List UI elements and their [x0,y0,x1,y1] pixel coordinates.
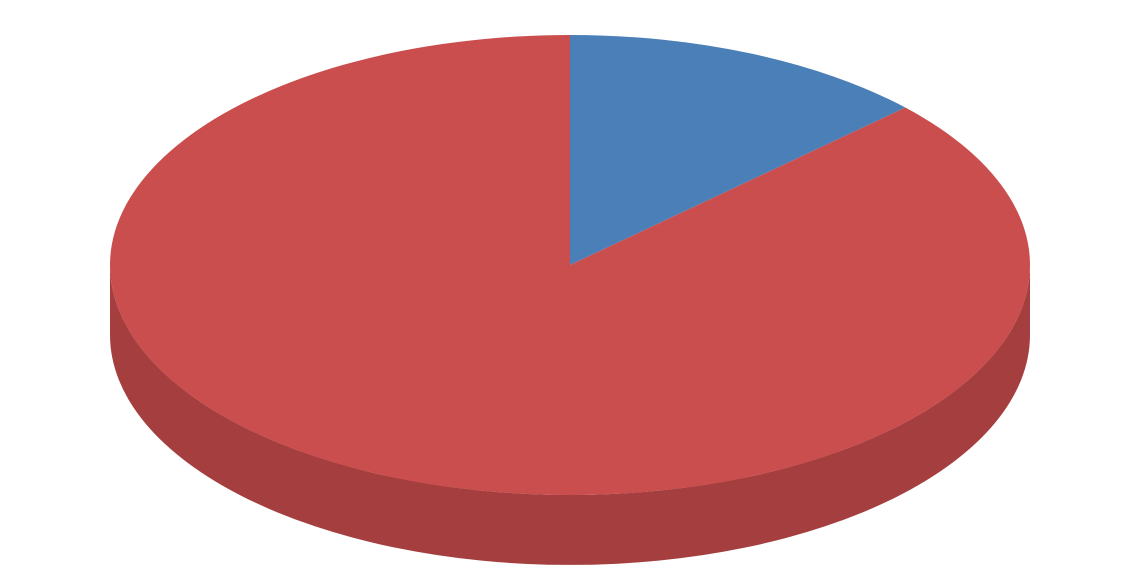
pie-chart-3d [0,0,1141,581]
pie-top [110,35,1030,495]
pie-chart-svg [0,0,1141,581]
